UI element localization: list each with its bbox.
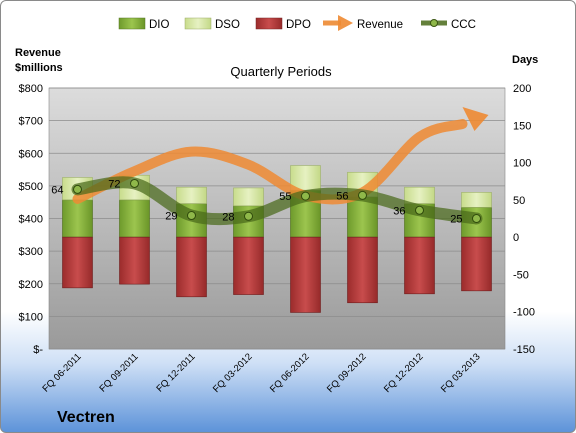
left-axis-tick-label: $600 (19, 148, 43, 160)
bar-dpo (461, 236, 492, 292)
legend-swatch-ccc (421, 19, 447, 27)
left-axis-tick-label: $300 (19, 246, 43, 258)
category-label: FQ 09-2011 (97, 351, 140, 394)
ccc-data-label: 25 (450, 214, 462, 226)
left-axis: $- $100 $200 $300 $400 $500 $600 $700 $800 (19, 83, 44, 356)
left-axis-tick-label: $400 (19, 214, 43, 226)
ccc-data-label: 55 (279, 191, 291, 203)
category-label: FQ 09-2012 (325, 351, 369, 395)
right-axis-tick-label: 50 (513, 195, 525, 207)
ccc-point (244, 211, 253, 221)
company-name: Vectren (57, 409, 115, 426)
bar-dso (176, 186, 207, 204)
ccc-point (73, 184, 82, 194)
right-axis-tick-label: 100 (513, 158, 531, 170)
legend-swatch-dpo (255, 17, 283, 30)
x-axis: FQ 06-2011 FQ 09-2011 FQ 12-2011 FQ 03-2012… (40, 351, 482, 395)
bar-dio (62, 199, 93, 238)
ccc-layer: 64 72 29 28 55 56 36 25 (51, 176, 483, 226)
right-axis-tick-label: -150 (513, 344, 535, 356)
ccc-point (472, 214, 481, 223)
right-axis-tick-label: 0 (513, 232, 519, 244)
right-axis-tick-label: 150 (513, 120, 531, 132)
left-axis-tick-label: $100 (19, 311, 43, 323)
category-label: FQ 12-2011 (154, 351, 197, 394)
revenue-line (72, 118, 468, 205)
ccc-data-label: 56 (336, 190, 348, 202)
bar-dpo (119, 236, 150, 285)
revenue-layer (72, 106, 489, 205)
bar-dpo (290, 236, 321, 313)
bar-dio (347, 196, 378, 238)
ccc-point (130, 178, 139, 188)
ccc-data-label: 36 (393, 205, 405, 217)
legend-label-ccc: CCC (451, 19, 476, 31)
ccc-data-label: 72 (108, 178, 120, 190)
ccc-line (71, 176, 483, 226)
left-axis-title-line2: $millions (15, 62, 63, 74)
left-axis-tick-label: $200 (19, 279, 43, 291)
bar-dso (233, 187, 264, 207)
ccc-point (415, 205, 424, 215)
bar-dio (119, 199, 150, 238)
category-label: FQ 03-2013 (439, 351, 483, 395)
ccc-point (358, 190, 367, 200)
legend-swatch-revenue (323, 15, 353, 31)
left-axis-tick-label: $500 (19, 181, 43, 193)
ccc-data-label: 64 (51, 184, 63, 196)
bar-dpo (176, 236, 207, 298)
bar-dso (404, 186, 435, 204)
category-label: FQ 03-2012 (211, 351, 255, 395)
right-axis: -150 -100 -50 0 50 100 150 200 (513, 83, 535, 356)
legend-label-dso: DSO (215, 19, 240, 31)
legend-swatch-dso (184, 17, 212, 30)
bar-dpo (233, 236, 264, 295)
category-label: FQ 06-2011 (40, 351, 83, 394)
right-axis-tick-label: 200 (513, 83, 531, 95)
ccc-data-label: 29 (165, 211, 177, 223)
bar-dpo (62, 236, 93, 289)
category-label: FQ 12-2012 (382, 351, 426, 395)
ccc-data-label: 28 (222, 211, 234, 223)
category-label: FQ 06-2012 (268, 351, 312, 395)
legend-label-dpo: DPO (286, 19, 311, 31)
left-axis-tick-label: $800 (19, 83, 43, 95)
bar-dpo (347, 236, 378, 304)
legend-label-revenue: Revenue (357, 19, 403, 31)
revenue-arrowhead (462, 106, 489, 131)
bar-dso (290, 165, 321, 191)
ccc-point (301, 191, 310, 201)
bar-dso (461, 192, 492, 208)
left-axis-tick-label: $700 (19, 116, 43, 128)
legend: DIO DSO DPO Revenue CCC (118, 15, 476, 31)
ccc-point (187, 211, 196, 221)
right-axis-tick-label: -100 (513, 307, 535, 319)
chart-title: Quarterly Periods (230, 64, 332, 79)
left-axis-tick-label: $- (33, 344, 43, 356)
left-axis-title-line1: Revenue (15, 47, 61, 59)
legend-swatch-dio (118, 17, 146, 30)
legend-label-dio: DIO (149, 19, 170, 31)
bar-dpo (404, 236, 435, 295)
right-axis-tick-label: -50 (513, 269, 529, 281)
right-axis-title: Days (512, 54, 538, 66)
